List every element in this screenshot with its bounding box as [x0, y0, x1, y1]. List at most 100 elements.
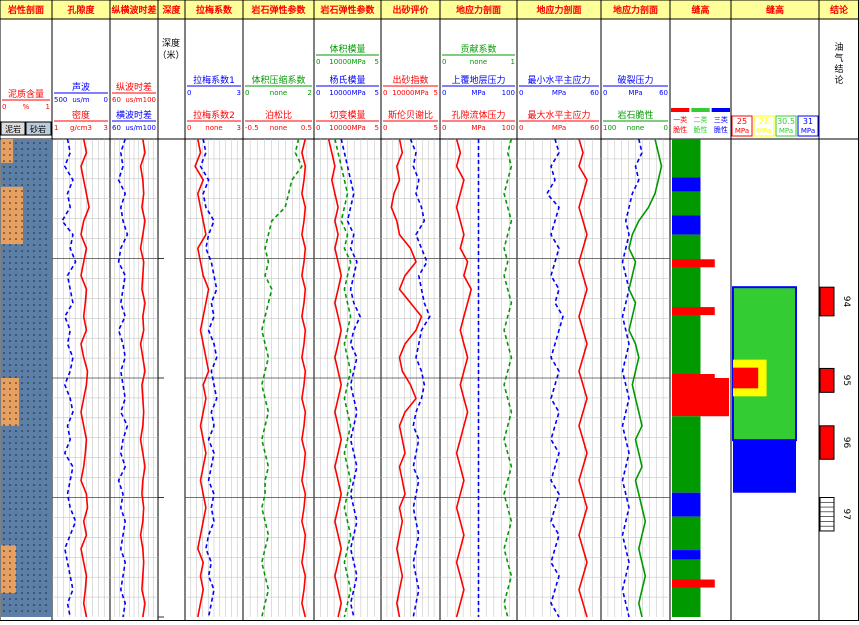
lithology-dot — [3, 352, 5, 354]
lithology-dot — [39, 148, 41, 150]
lithology-dot — [33, 388, 35, 390]
lithology-dot — [3, 220, 5, 222]
legend-p-wave-max: 100 — [143, 96, 156, 104]
lithology-dot — [33, 610, 35, 612]
legend-sand-index-unit: 10000MPa — [392, 89, 429, 97]
lithology-dot — [45, 364, 47, 366]
lithology-dot — [3, 484, 5, 486]
legend-young-modulus-max: 5 — [375, 89, 379, 97]
lithology-dot — [45, 418, 47, 420]
legend-contribution-label: 贡献系数 — [460, 43, 496, 55]
lithology-dot — [9, 232, 11, 234]
lithology-dot — [33, 466, 35, 468]
lithology-dot — [45, 550, 47, 552]
lithology-dot — [39, 532, 41, 534]
lithology-dot — [15, 364, 17, 366]
header-row — [0, 0, 859, 20]
lithology-dot — [9, 364, 11, 366]
lithology-dot — [33, 262, 35, 264]
lithology-dot — [45, 598, 47, 600]
lithology-dot — [39, 478, 41, 480]
legend-contribution-max: 1 — [511, 58, 515, 66]
curve-泊松比 — [301, 138, 307, 618]
column-title: 岩石弹性参数 — [250, 4, 306, 16]
legend-frac-class: 二类 — [694, 115, 708, 124]
depth-header: 深度 — [162, 37, 180, 49]
lithology-dot — [3, 526, 5, 528]
lithology-dot — [9, 388, 11, 390]
lithology-dot — [15, 394, 17, 396]
lithology-dot — [27, 238, 29, 240]
lithology-dot — [27, 514, 29, 516]
lithology-dot — [39, 466, 41, 468]
lithology-dot — [33, 352, 35, 354]
curve-横波时差 — [139, 138, 146, 618]
legend-lame1-max: 3 — [237, 89, 241, 97]
legend-p-wave-label: 纵波时差 — [116, 81, 152, 93]
lithology-dot — [39, 502, 41, 504]
lithology-dot — [15, 232, 17, 234]
lithology-dot — [45, 184, 47, 186]
lithology-dot — [45, 250, 47, 252]
lithology-dot — [27, 160, 29, 162]
lithology-dot — [9, 478, 11, 480]
legend-frac-class: 一类 — [673, 115, 687, 124]
lithology-dot — [27, 520, 29, 522]
legend-frac-height-box — [797, 115, 819, 137]
lithology-dot — [39, 442, 41, 444]
lithology-dot — [21, 574, 23, 576]
lithology-dot — [21, 586, 23, 588]
lithology-dot — [27, 142, 29, 144]
legend-shale-content-label: 泥质含量 — [8, 88, 44, 100]
lithology-dot — [39, 514, 41, 516]
lithology-dot — [3, 238, 5, 240]
lithology-dot — [39, 292, 41, 294]
lithology-dot — [39, 460, 41, 462]
legend-frac-height-unit: MPa — [735, 127, 749, 135]
lithology-dot — [33, 322, 35, 324]
lithology-dot — [39, 232, 41, 234]
lithology-dot — [27, 592, 29, 594]
lithology-dot — [21, 436, 23, 438]
legend-shear-modulus-max: 5 — [375, 124, 379, 132]
lithology-dot — [45, 196, 47, 198]
lithology-dot — [45, 256, 47, 258]
lithology-dot — [45, 478, 47, 480]
lithology-dot — [3, 178, 5, 180]
lithology-dot — [45, 514, 47, 516]
lithology-dot — [21, 160, 23, 162]
lithology-dot — [15, 142, 17, 144]
lithology-dot — [39, 274, 41, 276]
column-title: 岩性剖面 — [7, 4, 44, 16]
legend-lame2-label: 拉梅系数2 — [193, 109, 235, 121]
legend-sandstone-swatch — [25, 121, 52, 136]
lithology-dot — [27, 562, 29, 564]
lithology-dot — [3, 280, 5, 282]
lithology-dot — [33, 316, 35, 318]
lithology-dot — [15, 154, 17, 156]
legend-bulk-modulus-label: 体积模量 — [329, 43, 365, 55]
lithology-dot — [3, 160, 5, 162]
lithology-dot — [3, 214, 5, 216]
lithology-dot — [33, 436, 35, 438]
lithology-dot — [15, 238, 17, 240]
lithology-dot — [21, 604, 23, 606]
lithology-dot — [33, 196, 35, 198]
lithology-dot — [21, 316, 23, 318]
lithology-dot — [15, 490, 17, 492]
legend-compressibility-max: 2 — [308, 89, 312, 97]
lithology-dot — [33, 334, 35, 336]
lithology-dot — [9, 604, 11, 606]
lithology-dot — [45, 274, 47, 276]
legend-fracture-pressure-min: 0 — [603, 89, 607, 97]
lithology-dot — [27, 580, 29, 582]
lithology-dot — [33, 370, 35, 372]
lithology-dot — [33, 550, 35, 552]
lithology-dot — [21, 244, 23, 246]
legend-min-horizontal-label: 最小水平主应力 — [527, 74, 590, 86]
legend-frac-class-swatch — [691, 108, 710, 112]
legend-poisson-label: 泊松比 — [265, 109, 292, 121]
lithology-dot — [27, 400, 29, 402]
lithology-dot — [9, 304, 11, 306]
